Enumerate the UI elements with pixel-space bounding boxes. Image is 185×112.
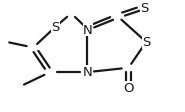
Text: S: S (142, 36, 150, 49)
Text: S: S (140, 2, 149, 15)
Text: N: N (83, 66, 93, 78)
Text: O: O (123, 82, 134, 95)
Text: N: N (83, 23, 93, 36)
Text: S: S (51, 21, 60, 34)
